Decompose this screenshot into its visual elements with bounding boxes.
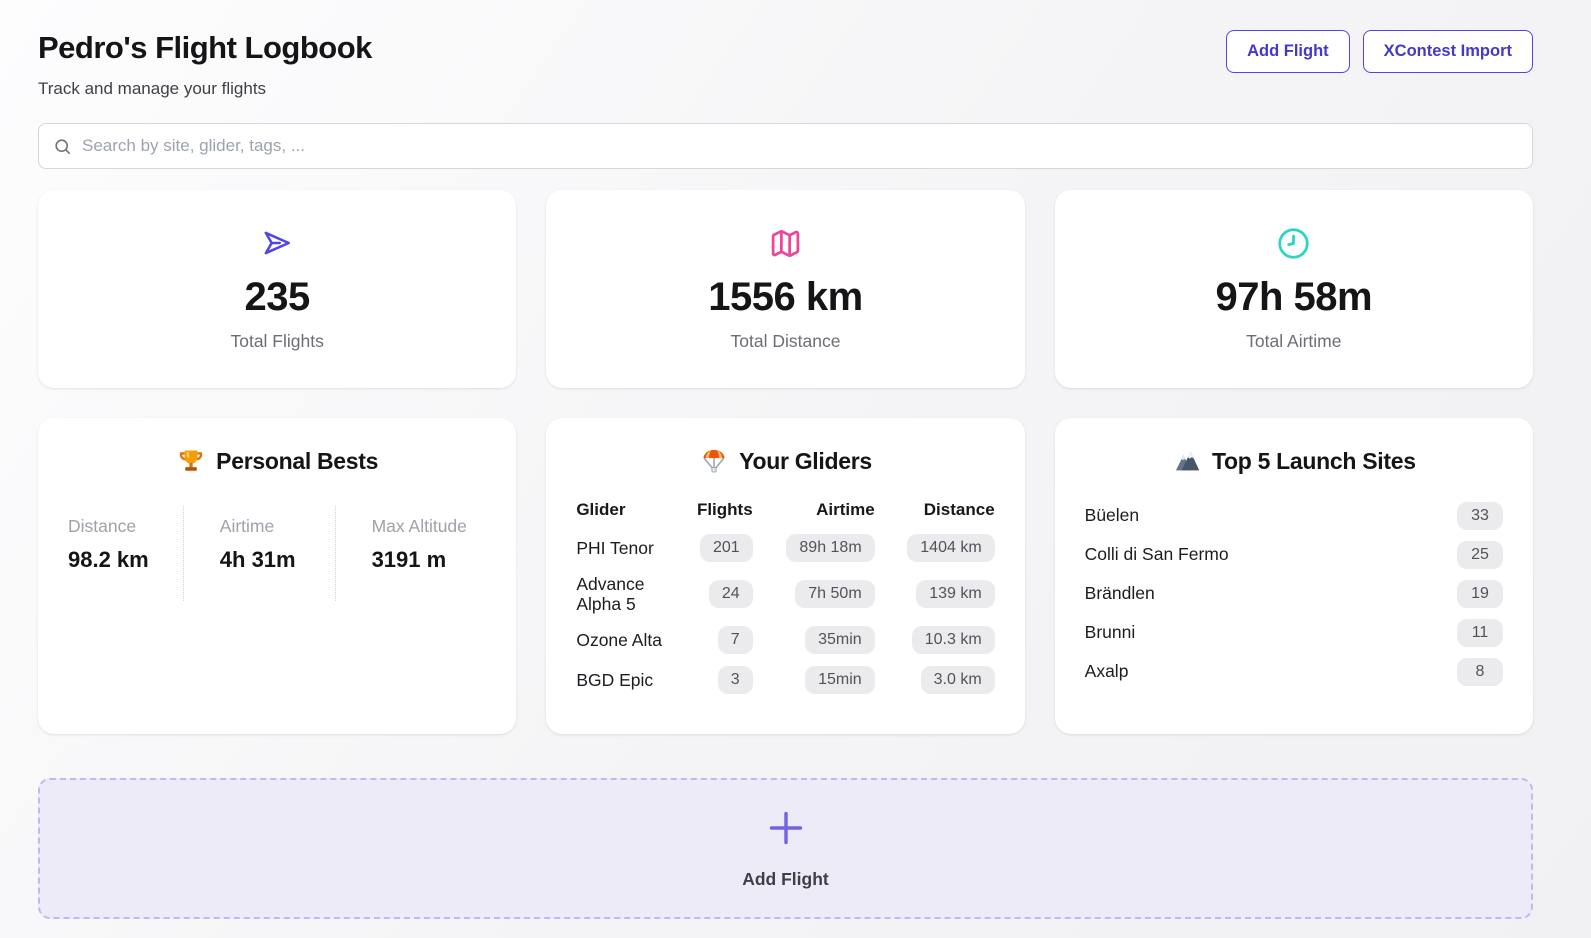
site-name: Büelen xyxy=(1084,505,1140,525)
site-count-badge: 25 xyxy=(1457,540,1503,569)
stat-card-total-airtime: 97h 58m Total Airtime xyxy=(1054,190,1533,388)
best-airtime-label: Airtime xyxy=(219,516,275,536)
trophy-icon xyxy=(176,446,206,476)
launch-sites-title-text: Top 5 Launch Sites xyxy=(1211,447,1416,474)
glider-row: PHI Tenor 201 89h 18m 1404 km xyxy=(576,534,995,562)
flight-logbook-page: Pedro's Flight Logbook Track and manage … xyxy=(38,0,1533,920)
site-count-badge: 33 xyxy=(1457,501,1503,530)
site-row: Brändlen 19 xyxy=(1084,579,1503,608)
site-name: Colli di San Fermo xyxy=(1084,544,1229,564)
site-name: Brunni xyxy=(1084,622,1136,642)
send-icon xyxy=(260,226,294,260)
site-count-badge: 8 xyxy=(1457,657,1503,686)
xcontest-import-button[interactable]: XContest Import xyxy=(1362,30,1533,73)
glider-col-header-name: Glider xyxy=(576,500,626,519)
distance-pill: 10.3 km xyxy=(911,626,995,655)
map-icon xyxy=(769,226,802,260)
distance-pill: 3.0 km xyxy=(920,666,995,695)
page-title: Pedro's Flight Logbook xyxy=(38,30,372,65)
glider-row: Advance Alpha 5 24 7h 50m 139 km xyxy=(576,574,995,615)
glider-row: BGD Epic 3 15min 3.0 km xyxy=(576,666,995,695)
personal-bests-title: Personal Bests xyxy=(68,446,486,476)
site-row: Axalp 8 xyxy=(1084,657,1503,686)
glider-table: Glider Flights Airtime Distance PHI Teno… xyxy=(576,500,995,695)
add-flight-dropzone[interactable]: Add Flight xyxy=(38,778,1533,920)
total-airtime-label: Total Airtime xyxy=(1246,331,1342,351)
best-airtime-value: 4h 31m xyxy=(219,547,296,572)
add-flight-button[interactable]: Add Flight xyxy=(1226,30,1350,73)
header-actions: Add Flight XContest Import xyxy=(1226,30,1533,73)
personal-bests-stats: Distance 98.2 km Airtime 4h 31m Max Alti… xyxy=(68,506,486,601)
airtime-pill: 35min xyxy=(805,626,875,655)
gliders-card: Your Gliders Glider Flights Airtime Dist… xyxy=(546,418,1025,735)
best-max-altitude-value: 3191 m xyxy=(371,547,447,572)
best-distance-label: Distance xyxy=(68,516,137,536)
site-name: Brändlen xyxy=(1084,583,1155,603)
launch-sites-card: Top 5 Launch Sites Büelen 33 Colli di Sa… xyxy=(1054,418,1533,735)
site-count-badge: 19 xyxy=(1457,579,1503,608)
glider-col-header-flights: Flights xyxy=(696,500,753,519)
best-distance-value: 98.2 km xyxy=(68,547,149,572)
airtime-pill: 15min xyxy=(805,666,875,695)
header-text: Pedro's Flight Logbook Track and manage … xyxy=(38,30,372,99)
launch-sites-title: Top 5 Launch Sites xyxy=(1085,446,1503,476)
total-flights-label: Total Flights xyxy=(230,331,324,351)
glider-col-header-distance: Distance xyxy=(923,500,995,519)
best-distance: Distance 98.2 km xyxy=(68,506,183,601)
site-row: Büelen 33 xyxy=(1084,501,1503,530)
flights-pill: 24 xyxy=(708,580,753,609)
plus-icon xyxy=(765,807,807,849)
total-airtime-value: 97h 58m xyxy=(1215,275,1373,319)
stats-row: 235 Total Flights 1556 km Total Distance… xyxy=(38,190,1533,388)
glider-name: BGD Epic xyxy=(576,670,654,691)
distance-pill: 139 km xyxy=(916,580,995,609)
airtime-pill: 7h 50m xyxy=(795,580,875,609)
site-row: Colli di San Fermo 25 xyxy=(1084,540,1503,569)
flights-pill: 7 xyxy=(717,626,753,655)
stat-card-total-flights: 235 Total Flights xyxy=(38,190,517,388)
personal-bests-card: Personal Bests Distance 98.2 km Airtime … xyxy=(38,418,517,735)
parachute-icon xyxy=(699,446,729,476)
site-row: Brunni 11 xyxy=(1084,618,1503,647)
page-header: Pedro's Flight Logbook Track and manage … xyxy=(38,30,1533,99)
site-name: Axalp xyxy=(1084,661,1129,681)
stat-card-total-distance: 1556 km Total Distance xyxy=(546,190,1025,388)
site-count-badge: 11 xyxy=(1457,618,1503,647)
flights-pill: 201 xyxy=(699,534,753,562)
page-subtitle: Track and manage your flights xyxy=(38,79,267,98)
best-max-altitude: Max Altitude 3191 m xyxy=(334,506,487,601)
search-input[interactable] xyxy=(82,136,1518,156)
total-flights-value: 235 xyxy=(244,275,311,319)
glider-row: Ozone Alta 7 35min 10.3 km xyxy=(576,626,995,655)
distance-pill: 1404 km xyxy=(907,534,995,562)
best-max-altitude-label: Max Altitude xyxy=(371,516,467,536)
gliders-title: Your Gliders xyxy=(576,446,994,476)
search-bar xyxy=(38,123,1533,169)
airtime-pill: 89h 18m xyxy=(786,534,875,562)
best-airtime: Airtime 4h 31m xyxy=(182,506,335,601)
glider-name: PHI Tenor xyxy=(576,537,654,558)
mountain-icon xyxy=(1172,446,1202,476)
launch-sites-list: Büelen 33 Colli di San Fermo 25 Brändlen… xyxy=(1084,501,1503,686)
glider-table-header: Glider Flights Airtime Distance xyxy=(576,500,994,520)
glider-name: Ozone Alta xyxy=(576,630,662,651)
personal-bests-title-text: Personal Bests xyxy=(216,447,379,474)
summary-row: Personal Bests Distance 98.2 km Airtime … xyxy=(38,418,1533,735)
search-icon xyxy=(53,137,72,156)
clock-icon xyxy=(1277,226,1310,260)
total-distance-value: 1556 km xyxy=(708,275,863,319)
add-flight-dropzone-label: Add Flight xyxy=(742,869,829,890)
glider-col-header-airtime: Airtime xyxy=(816,500,875,519)
gliders-title-text: Your Gliders xyxy=(739,447,872,474)
glider-name: Advance Alpha 5 xyxy=(576,574,645,615)
total-distance-label: Total Distance xyxy=(730,331,841,351)
flights-pill: 3 xyxy=(717,666,753,695)
